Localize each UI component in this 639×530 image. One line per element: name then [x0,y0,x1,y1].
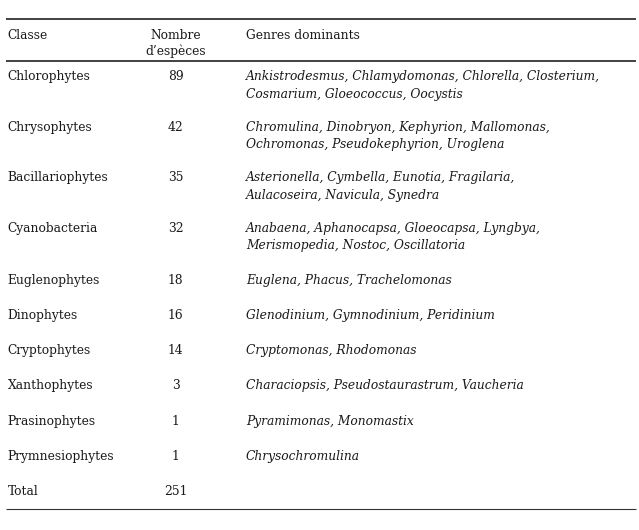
Text: Ankistrodesmus, Chlamydomonas, Chlorella, Closterium,
Cosmarium, Gloeococcus, Oo: Ankistrodesmus, Chlamydomonas, Chlorella… [246,70,600,101]
Text: Chrysophytes: Chrysophytes [8,120,93,134]
Text: Cyanobacteria: Cyanobacteria [8,222,98,235]
Text: Asterionella, Cymbella, Eunotia, Fragilaria,
Aulacoseira, Navicula, Synedra: Asterionella, Cymbella, Eunotia, Fragila… [246,171,515,201]
Text: 35: 35 [168,171,183,184]
Text: Characiopsis, Pseudostaurastrum, Vaucheria: Characiopsis, Pseudostaurastrum, Vaucher… [246,379,524,392]
Text: Anabaena, Aphanocapsa, Gloeocapsa, Lyngbya,
Merismopedia, Nostoc, Oscillatoria: Anabaena, Aphanocapsa, Gloeocapsa, Lyngb… [246,222,541,252]
Text: Xanthophytes: Xanthophytes [8,379,93,392]
Text: Chlorophytes: Chlorophytes [8,70,91,83]
Text: Prymnesiophytes: Prymnesiophytes [8,449,114,463]
Text: 14: 14 [168,344,183,357]
Text: 32: 32 [168,222,183,235]
Text: Chromulina, Dinobryon, Kephyrion, Mallomonas,
Ochromonas, Pseudokephyrion, Urogl: Chromulina, Dinobryon, Kephyrion, Mallom… [246,120,550,151]
Text: Cryptomonas, Rhodomonas: Cryptomonas, Rhodomonas [246,344,417,357]
Text: Pyramimonas, Monomastix: Pyramimonas, Monomastix [246,414,414,428]
Text: Euglenophytes: Euglenophytes [8,274,100,287]
Text: 1: 1 [172,449,180,463]
Text: Euglena, Phacus, Trachelomonas: Euglena, Phacus, Trachelomonas [246,274,452,287]
Text: Total: Total [8,485,38,498]
Text: Glenodinium, Gymnodinium, Peridinium: Glenodinium, Gymnodinium, Peridinium [246,309,495,322]
Text: Classe: Classe [8,29,48,42]
Text: 18: 18 [168,274,183,287]
Text: 89: 89 [168,70,183,83]
Text: 3: 3 [172,379,180,392]
Text: 251: 251 [164,485,187,498]
Text: Prasinophytes: Prasinophytes [8,414,96,428]
Text: Bacillariophytes: Bacillariophytes [8,171,109,184]
Text: 1: 1 [172,414,180,428]
Text: Nombre
d’espèces: Nombre d’espèces [146,29,206,58]
Text: Dinophytes: Dinophytes [8,309,78,322]
Text: 16: 16 [168,309,183,322]
Text: Genres dominants: Genres dominants [246,29,360,42]
Text: Cryptophytes: Cryptophytes [8,344,91,357]
Text: 42: 42 [168,120,183,134]
Text: Chrysochromulina: Chrysochromulina [246,449,360,463]
